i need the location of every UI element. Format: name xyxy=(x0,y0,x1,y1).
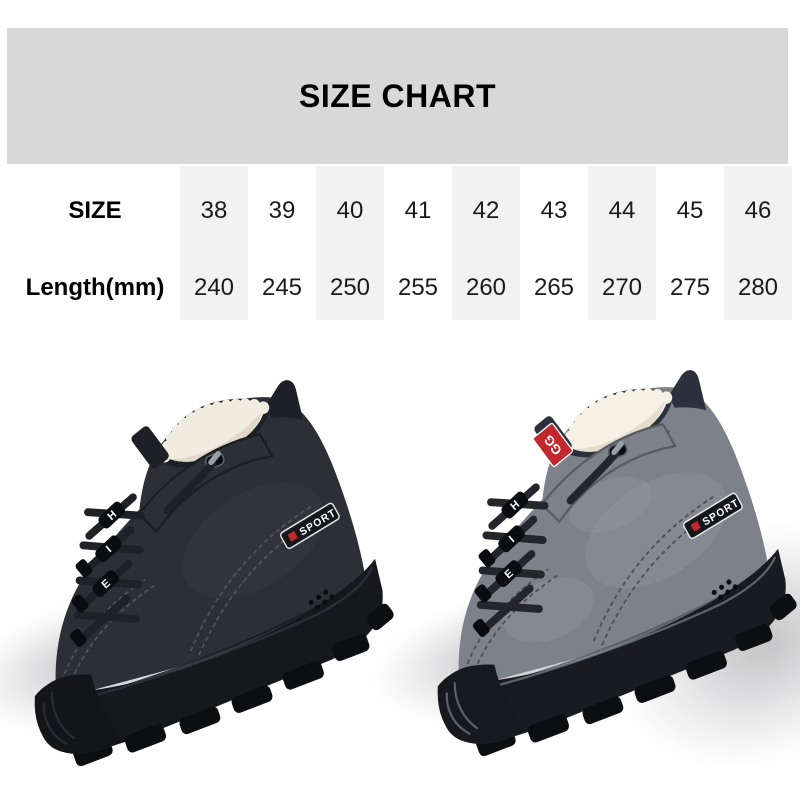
length-cell: 260 xyxy=(452,243,520,320)
outsole xyxy=(443,548,786,744)
lace-keeper: H xyxy=(98,501,126,529)
outsole xyxy=(40,558,383,754)
length-row: Length(mm) 240 245 250 255 260 265 270 2… xyxy=(0,243,792,320)
size-cell: 46 xyxy=(724,166,792,243)
sole-lug xyxy=(634,675,676,703)
lace-aglet xyxy=(208,450,221,466)
length-cell: 245 xyxy=(261,273,303,301)
size-cell: 43 xyxy=(540,196,568,224)
lace-aglet xyxy=(611,440,624,456)
length-cell: 250 xyxy=(316,243,384,320)
lace-keeper-letter: I xyxy=(104,544,114,555)
length-row-label: Length(mm) xyxy=(25,273,165,301)
length-cell: 265 xyxy=(533,273,575,301)
lace-keeper: I xyxy=(95,535,122,563)
lace-keeper-letter: I xyxy=(507,534,517,545)
upper-highlight xyxy=(585,472,727,589)
heel-vent xyxy=(308,589,335,610)
sole-lug xyxy=(770,593,797,621)
lace-end xyxy=(566,449,620,505)
sole-lug xyxy=(367,603,394,631)
sole-lug xyxy=(582,696,624,725)
size-cell: 42 xyxy=(452,166,520,243)
lace-end xyxy=(163,459,217,515)
length-cell: 275 xyxy=(669,273,711,301)
tongue-tag: GG xyxy=(532,422,573,467)
sole-lug xyxy=(231,685,273,713)
size-cell: 39 xyxy=(268,196,296,224)
sole-lug xyxy=(282,661,324,690)
upper-highlight xyxy=(182,482,324,599)
size-cell: 41 xyxy=(404,196,432,224)
size-row: SIZE 38 39 40 41 42 43 44 45 46 xyxy=(0,166,792,243)
tongue-loop xyxy=(131,426,169,469)
sole-lug xyxy=(179,706,221,735)
sole-lug xyxy=(124,723,167,753)
fleece-lining xyxy=(164,404,265,462)
stitching xyxy=(189,504,313,652)
length-cell: 240 xyxy=(180,243,248,320)
size-cell: 44 xyxy=(588,166,656,243)
length-cell: 255 xyxy=(397,273,439,301)
size-cell: 40 xyxy=(316,166,384,243)
suede-texture xyxy=(569,476,652,533)
sole-lug xyxy=(685,651,727,680)
toe-cap-ridges xyxy=(445,682,479,736)
toe-cap xyxy=(34,674,124,754)
size-row-label: SIZE xyxy=(68,196,122,224)
sole-lug xyxy=(332,633,370,661)
fleece-lining xyxy=(567,394,668,452)
heel-pull-tab xyxy=(668,370,707,411)
heel-vent xyxy=(711,579,738,600)
lace-keeper: I xyxy=(498,525,525,553)
size-chart-title: SIZE CHART xyxy=(299,77,496,114)
black-shoe-photo: H I E SPORT xyxy=(34,380,394,767)
size-cell: 45 xyxy=(676,196,704,224)
toe-cap-ridges xyxy=(42,692,76,746)
size-table: SIZE 38 39 40 41 42 43 44 45 46 Length(m… xyxy=(0,166,792,320)
length-cell: 270 xyxy=(588,243,656,320)
gray-shoe-photo: GG H I xyxy=(437,370,797,757)
stitching xyxy=(470,574,558,679)
sole-lug xyxy=(527,713,570,743)
lace-keeper: E xyxy=(92,570,119,598)
length-cell: 280 xyxy=(724,243,792,320)
stitching xyxy=(592,494,716,642)
stitching xyxy=(67,584,155,689)
size-cell: 38 xyxy=(180,166,248,243)
lace-keeper: E xyxy=(495,560,522,588)
shoe-upper xyxy=(458,387,769,690)
sole-lug xyxy=(735,623,773,651)
fleece-fluff xyxy=(561,388,674,453)
header-band: SIZE CHART xyxy=(7,28,788,164)
toe-cap xyxy=(437,664,527,744)
shoe-upper xyxy=(55,397,366,700)
fleece-fluff xyxy=(158,398,271,463)
lace-keeper: H xyxy=(501,491,529,519)
heel-pull-tab xyxy=(265,380,304,421)
